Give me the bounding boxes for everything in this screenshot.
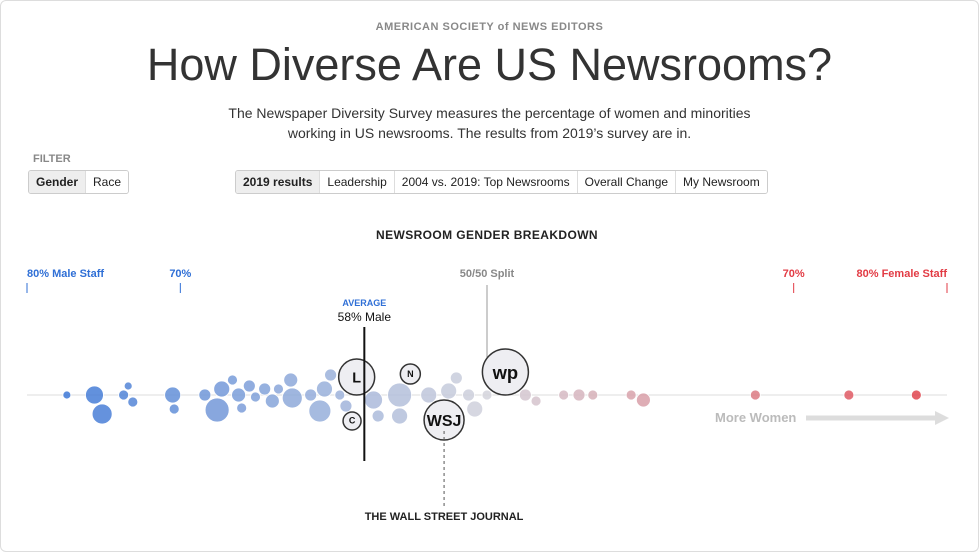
bubble [440, 382, 458, 400]
bubble [324, 368, 338, 382]
bubble [213, 380, 231, 398]
filter-label: FILTER [33, 153, 71, 165]
bubble [572, 388, 586, 402]
bubble [481, 389, 493, 401]
bubble [242, 379, 256, 393]
bubble [625, 389, 637, 401]
bubble [231, 387, 247, 403]
bubble [273, 383, 284, 395]
bubble [304, 388, 318, 402]
tab[interactable]: Overall Change [577, 171, 677, 193]
bubble [391, 407, 409, 425]
bubble [91, 403, 113, 425]
bubble [123, 381, 133, 391]
bubble [364, 390, 383, 410]
x-tick-label: 70% [783, 268, 805, 280]
bubble [399, 363, 422, 385]
x-tick-label: 80% Female Staff [857, 268, 948, 280]
bubble [558, 389, 570, 401]
bubble-logo: wp [492, 362, 519, 383]
bubble [250, 391, 261, 403]
bubble [371, 409, 385, 423]
x-tick-label: 70% [169, 268, 191, 280]
average-value: 58% Male [338, 310, 392, 324]
bubble [337, 358, 376, 396]
bubble [127, 396, 139, 408]
chart-title: NEWSROOM GENDER BREAKDOWN [376, 228, 598, 242]
direction-label: More Women [715, 410, 796, 425]
tab-group: 2019 results Leadership 2004 vs. 2019: Top… [235, 170, 768, 194]
bubble [204, 397, 230, 423]
bubble [164, 386, 182, 404]
x-tick-label: 50/50 Split [460, 268, 515, 280]
bubble [339, 399, 353, 413]
bubble [636, 392, 651, 408]
filter-option[interactable]: Race [86, 171, 129, 193]
bubble-logo: WSJ [427, 413, 462, 430]
average-label: AVERAGE [342, 298, 386, 308]
subtitle-line: working in US newsrooms. The results fro… [287, 125, 692, 141]
bubble [481, 348, 530, 396]
bubble [342, 411, 362, 431]
subtitle-line: The Newspaper Diversity Survey measures … [228, 105, 751, 121]
annotation-text: THE WALL STREET JOURNAL [365, 511, 524, 523]
kicker: AMERICAN SOCIETY of NEWS EDITORS [375, 21, 604, 33]
bubble [118, 389, 129, 401]
tab[interactable]: 2004 vs. 2019: Top Newsrooms [394, 171, 578, 193]
bubble [420, 386, 438, 404]
bubble [334, 389, 346, 401]
bubble [283, 372, 299, 388]
bubble [518, 388, 532, 402]
bubble [308, 399, 332, 423]
bubble [198, 388, 212, 402]
tab[interactable]: Leadership [320, 171, 395, 193]
bubble [281, 387, 303, 409]
bubble [530, 395, 542, 407]
bubble [910, 389, 922, 401]
bubble [227, 374, 238, 386]
bubble [236, 402, 248, 414]
bubble [264, 393, 280, 409]
bubble-logo: L [352, 370, 361, 386]
subtitle: The Newspaper Diversity Survey measures … [1, 103, 978, 143]
filter-group: Gender Race [28, 170, 130, 194]
bubble [85, 385, 104, 405]
bubble [258, 382, 272, 396]
direction-arrowhead [935, 411, 949, 425]
bubble-logo: C [349, 416, 356, 426]
filter-option[interactable]: Gender [29, 171, 87, 193]
bubble [387, 382, 413, 408]
bubble [466, 400, 484, 418]
bubble [168, 403, 180, 415]
bubble [749, 389, 761, 401]
x-tick-label: 80% Male Staff [27, 268, 104, 280]
bubble [843, 389, 855, 401]
bubble [462, 388, 476, 402]
bubble-logo: N [407, 369, 414, 379]
bubble [62, 390, 72, 400]
bubble [316, 380, 333, 398]
tab[interactable]: My Newsroom [676, 171, 767, 193]
tab[interactable]: 2019 results [236, 171, 321, 193]
bubble [449, 371, 463, 385]
bubble [587, 389, 599, 401]
title: How Diverse Are US Newsrooms? [146, 39, 833, 90]
